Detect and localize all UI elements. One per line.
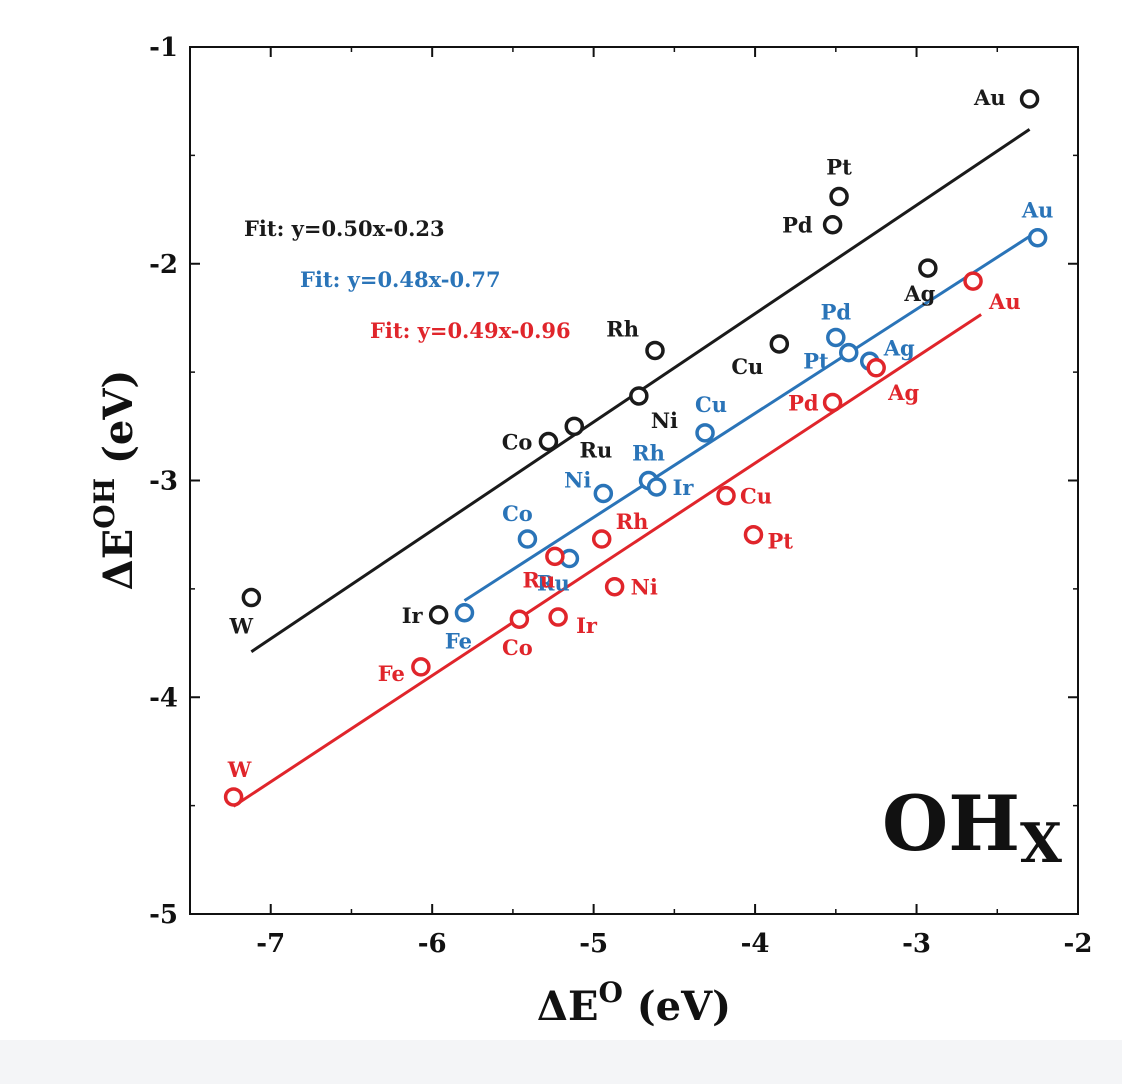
panel-annotation-sub: X [1020,811,1062,875]
point-label-ag: Ag [903,281,935,306]
point-label-fe: Fe [378,661,405,686]
x-axis-title: ΔEO (eV) [537,976,731,1030]
fit-line-2 [232,313,982,808]
x-axis-title-sup: O [598,976,622,1009]
data-point-ag [866,358,886,378]
data-point-ni [629,386,649,406]
data-point-rh [645,340,665,361]
point-label-au: Au [1021,198,1054,223]
point-label-rh: Rh [632,441,665,466]
x-axis-title-main: ΔE [537,983,599,1030]
point-label-pd: Pd [788,390,819,415]
x-tick-label: -5 [579,929,608,959]
data-point-ru [545,546,565,567]
point-label-fe: Fe [445,629,472,654]
data-point-ir [428,605,449,625]
data-points [223,89,1048,807]
point-label-ru: Ru [537,571,570,596]
point-label-ni: Ni [651,408,678,433]
point-label-pt: Pt [826,155,852,180]
bottom-band [0,1040,1122,1084]
data-point-w [241,587,262,608]
data-point-cu [716,485,736,506]
point-label-ir: Ir [576,613,598,638]
y-tick-label: -4 [149,683,178,713]
point-label-w: W [227,757,252,782]
point-label-au: Au [973,85,1006,110]
y-tick-label: -1 [149,33,178,63]
point-label-pt: Pt [803,349,829,374]
data-point-fe [454,602,475,623]
data-point-au [1027,227,1048,248]
data-point-co [509,609,530,629]
y-axis-title-sup: OH [88,478,121,529]
data-point-pd [822,214,843,235]
point-label-ir: Ir [402,603,424,628]
point-label-co: Co [502,501,533,526]
point-label-ir: Ir [673,475,695,500]
data-point-pd [826,327,846,348]
point-label-co: Co [502,429,533,454]
y-axis-title: ΔEOH (eV) [88,370,142,591]
x-tick-label: -2 [1064,929,1093,959]
fit-label-red: Fit: y=0.49x-0.96 [370,318,571,343]
panel-annotation: OHX [882,779,1062,875]
y-tick-label: -2 [149,250,178,280]
data-point-ru [564,416,585,437]
point-label-rh: Rh [616,509,649,534]
point-label-pd: Pd [821,299,852,324]
axis-ticks: -7 -6 -5 -4 -3 -2 -1 -2 -3 -4 -5 [149,33,1092,959]
data-point-pt [743,524,764,545]
data-point-w [223,787,244,807]
x-axis-title-unit: (eV) [623,983,731,1030]
data-point-ir [646,477,667,497]
point-label-pd: Pd [782,213,813,238]
point-label-ni: Ni [631,575,658,600]
data-point-co [517,529,538,549]
x-tick-label: -3 [902,929,931,959]
data-point-ir [548,607,568,627]
point-label-ag: Ag [883,335,915,360]
data-point-cu [695,423,715,443]
point-label-au: Au [988,289,1021,314]
x-tick-label: -4 [741,929,770,959]
x-tick-label: -7 [256,929,285,959]
panel-annotation-main: OH [882,779,1020,868]
point-label-ni: Ni [564,468,591,493]
data-point-pt [829,186,849,207]
point-label-cu: Cu [695,392,727,417]
point-label-co: Co [502,635,533,660]
data-point-rh [591,529,612,549]
y-tick-label: -3 [149,467,178,497]
point-label-cu: Cu [740,484,772,509]
y-axis-title-main: ΔE [95,529,142,591]
data-point-fe [411,657,431,677]
data-point-au [1019,89,1040,109]
data-point-co [538,431,559,452]
point-label-ru: Ru [580,437,613,462]
point-label-rh: Rh [606,316,639,341]
data-point-cu [769,334,790,354]
point-labels: Au Pt Pd Ag Cu Rh Ni Ru Co W Ir Au Pd Pt Ag Cu Rh Ir Ni Co R… [227,85,1054,782]
point-label-ru: Ru [523,567,556,592]
data-point-ni [604,576,625,597]
fit-label-black: Fit: y=0.50x-0.23 [244,216,445,241]
data-point-pt [838,342,859,363]
y-axis-title-unit: (eV) [95,370,142,478]
data-point-ni [593,483,614,504]
point-label-w: W [229,614,254,639]
x-tick-label: -6 [418,929,447,959]
point-label-ag: Ag [887,380,919,405]
point-label-cu: Cu [731,354,763,379]
data-point-pd [822,392,843,413]
data-point-au [963,271,983,291]
fit-label-blue: Fit: y=0.48x-0.77 [300,267,501,292]
data-point-ag [918,258,938,278]
fit-line-1 [463,229,1039,602]
y-tick-label: -5 [149,900,178,930]
point-label-pt: Pt [767,529,793,554]
